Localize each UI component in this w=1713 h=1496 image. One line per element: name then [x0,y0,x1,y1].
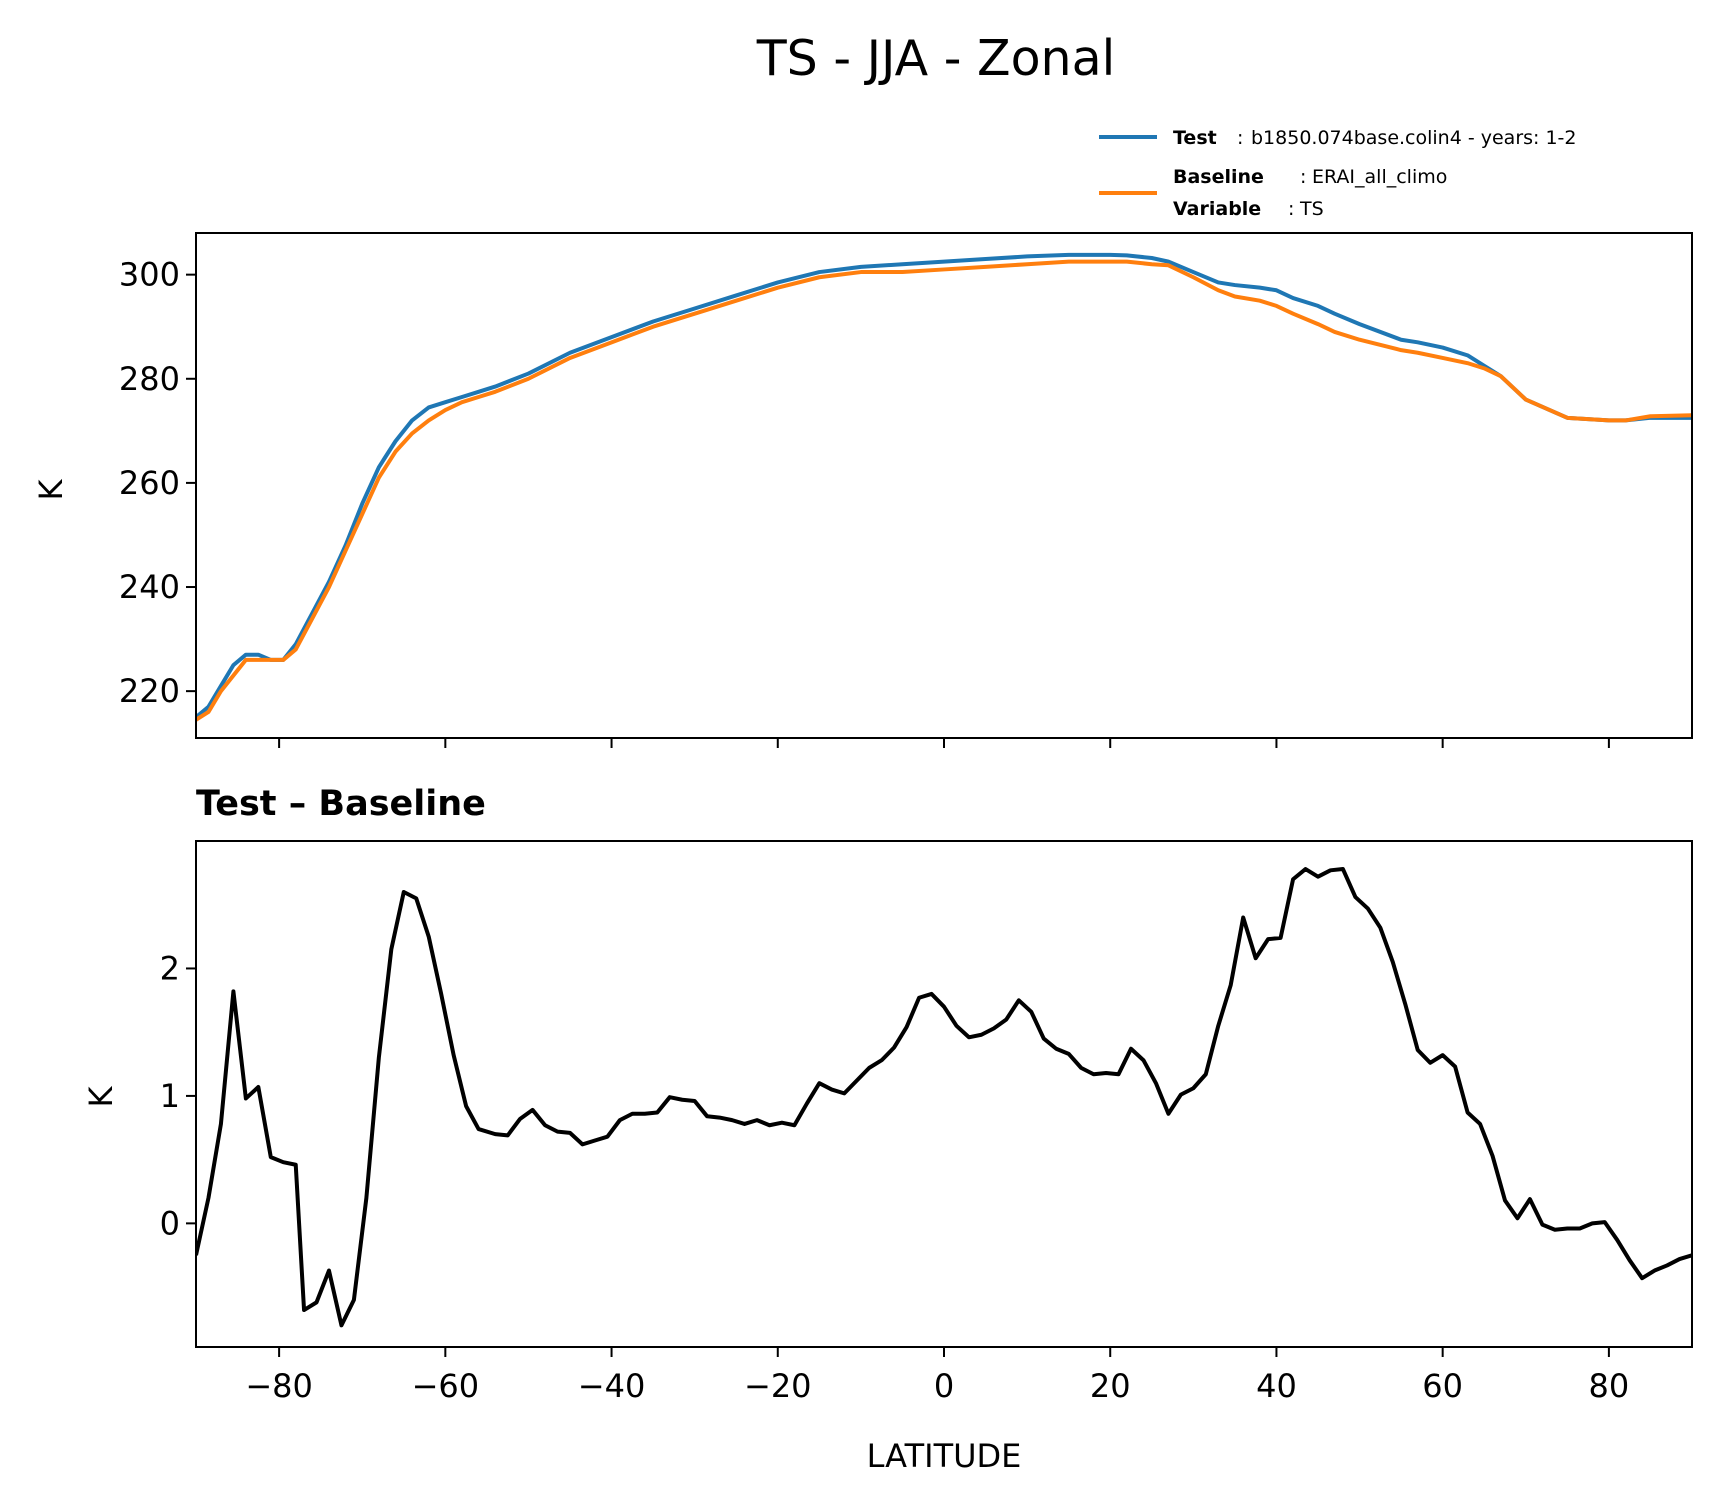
legend-variable-separator: : [1288,198,1294,220]
bottom-x-tick-label: −60 [412,1367,480,1405]
bottom-y-tick-label: 1 [160,1077,180,1115]
top-y-tick-label: 220 [119,672,180,710]
bottom-panel: Test – Baseline 0 1 2 −80 −60 −40 −20 0 20 40 60 80… [82,784,1693,1475]
top-baseline-series-line [196,259,1692,722]
bottom-y-axis-label: K [82,1085,120,1107]
legend: Test : b1850.074base.colin4 - years: 1-2… [1099,127,1577,220]
legend-test-label: Test [1173,127,1217,149]
top-test-series-line [196,252,1692,719]
bottom-x-tick-label: 40 [1256,1367,1297,1405]
bottom-x-tick-label: 60 [1422,1367,1463,1405]
legend-variable-label: Variable [1173,198,1261,220]
legend-test-value: b1850.074base.colin4 - years: 1-2 [1251,127,1577,149]
top-y-tick-label: 300 [119,256,180,294]
top-y-tick-label: 240 [119,568,180,606]
bottom-x-tick-label: −80 [245,1367,313,1405]
top-y-tick-label: 260 [119,464,180,502]
legend-baseline-separator: : [1300,166,1306,188]
top-ticks-layer: 220 240 260 280 300 [119,256,1610,748]
bottom-panel-title: Test – Baseline [196,784,486,824]
legend-baseline-value: ERAI_all_climo [1312,166,1447,188]
legend-baseline-label: Baseline [1173,166,1264,188]
legend-test-separator: : [1237,127,1243,149]
bottom-difference-series-line [196,867,1692,1328]
top-panel: 220 240 260 280 300 K [32,232,1693,748]
bottom-x-tick-label: −20 [744,1367,812,1405]
bottom-x-tick-label: −40 [578,1367,646,1405]
top-y-axis-label: K [32,478,70,500]
bottom-x-tick-label: 20 [1090,1367,1131,1405]
bottom-x-tick-label: 80 [1589,1367,1630,1405]
top-y-tick-label: 280 [119,360,180,398]
bottom-y-tick-label: 0 [160,1204,180,1242]
x-axis-label: LATITUDE [867,1437,1022,1475]
legend-variable-value: TS [1299,198,1324,220]
bottom-ticks-layer: 0 1 2 −80 −60 −40 −20 0 20 40 60 80 [160,949,1630,1405]
figure-title: TS - JJA - Zonal [756,30,1116,87]
bottom-plot-frame [195,840,1693,1348]
top-series-layer [196,252,1692,722]
bottom-x-tick-label: 0 [934,1367,954,1405]
bottom-y-tick-label: 2 [160,949,180,987]
top-plot-frame [195,232,1693,739]
bottom-series-layer [196,867,1692,1328]
